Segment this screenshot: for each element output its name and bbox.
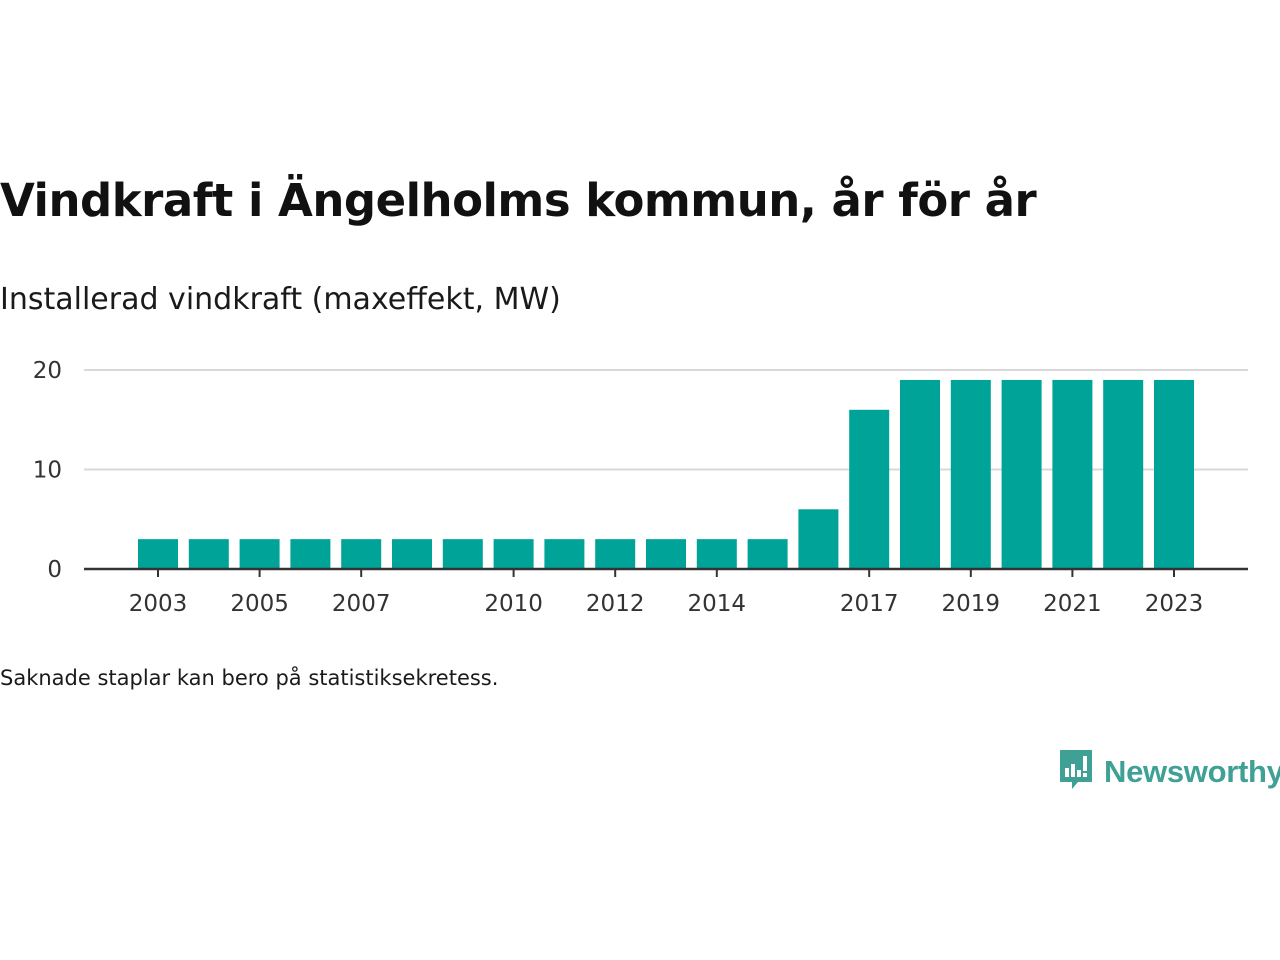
bar-2014 xyxy=(696,539,737,569)
bar-2018 xyxy=(900,379,940,569)
bar-chart: 0 10 20 2003 2005 2007 2010 2012 2014 2017 2019 202… xyxy=(33,358,1248,617)
bars xyxy=(138,379,1194,569)
logo-wordmark: Newsworthy xyxy=(1104,754,1280,789)
x-tick-label: 2019 xyxy=(942,591,1001,617)
bar-chart-speech-bubble-icon xyxy=(1058,748,1094,796)
x-tick-label: 2012 xyxy=(586,591,645,617)
axes: 0 10 20 2003 2005 2007 2010 2012 2014 2017 2019 202… xyxy=(33,358,1248,617)
bar-2011 xyxy=(544,539,585,569)
x-tick-label: 2010 xyxy=(484,591,543,617)
bar-2019 xyxy=(950,379,991,569)
bar-2013 xyxy=(646,539,686,569)
footnote: Saknade staplar kan bero på statistiksek… xyxy=(0,666,499,690)
x-tick-label: 2005 xyxy=(230,591,289,617)
bar-2015 xyxy=(747,539,788,569)
newsworthy-logo: Newsworthy xyxy=(1058,748,1280,796)
bar-2016 xyxy=(798,509,839,569)
bar-2020 xyxy=(1001,379,1042,569)
x-tick-label: 2017 xyxy=(840,591,899,617)
bar-2005 xyxy=(239,539,280,569)
x-tick-label: 2021 xyxy=(1043,591,1102,617)
bar-2017 xyxy=(849,409,890,569)
chart-title: Vindkraft i Ängelholms kommun, år för år xyxy=(0,174,1037,227)
chart-subtitle: Installerad vindkraft (maxeffekt, MW) xyxy=(0,282,561,317)
bar-2012 xyxy=(595,539,636,569)
bar-2021 xyxy=(1052,379,1093,569)
bar-2003 xyxy=(138,539,178,569)
bar-2007 xyxy=(341,539,382,569)
bar-2010 xyxy=(493,539,534,569)
y-tick-label: 10 xyxy=(33,458,62,484)
y-tick-label: 20 xyxy=(33,358,62,384)
bar-2008 xyxy=(392,539,432,569)
x-tick-label: 2014 xyxy=(688,591,747,617)
bar-2023 xyxy=(1154,379,1194,569)
y-tick-label: 0 xyxy=(47,557,62,583)
x-tick-label: 2003 xyxy=(129,591,188,617)
bar-2006 xyxy=(290,539,331,569)
bar-2009 xyxy=(442,539,483,569)
x-tick-label: 2023 xyxy=(1145,591,1204,617)
bar-2022 xyxy=(1103,379,1144,569)
bar-2004 xyxy=(188,539,229,569)
x-tick-label: 2007 xyxy=(332,591,391,617)
